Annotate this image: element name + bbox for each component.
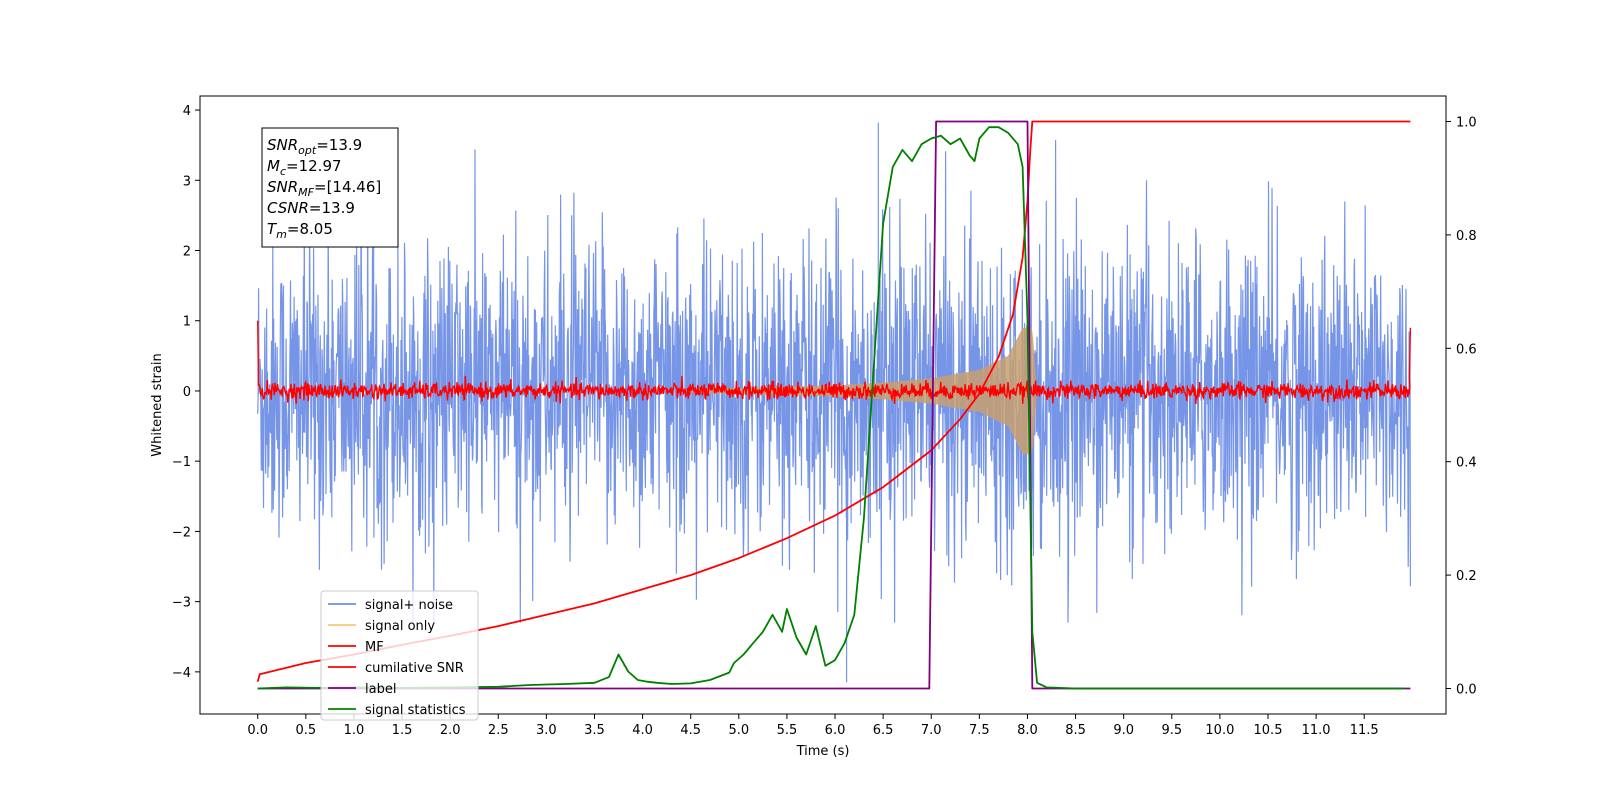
x-tick-label: 10.0	[1205, 723, 1234, 738]
legend-label: signal+ noise	[365, 598, 453, 613]
y-tick-label: −4	[172, 666, 191, 681]
y-axis-label: Whitened strain	[150, 353, 165, 456]
y-tick-label: 4	[183, 104, 191, 119]
x-tick-label: 7.5	[969, 723, 990, 738]
x-tick-label: 1.5	[392, 723, 413, 738]
x-axis: 0.0 0.5 1.0 1.5 2.0 2.5 3.0 3.5 4.0 4.5 5.0 5.5 6.0 6…	[247, 714, 1379, 738]
y2-tick-label: 0.6	[1456, 342, 1477, 357]
y-tick-label: 0	[183, 385, 191, 400]
series-mf	[257, 320, 1412, 405]
x-tick-label: 9.0	[1113, 723, 1134, 738]
legend-frame	[320, 590, 479, 721]
annotation-line: CSNR=13.9	[267, 199, 355, 217]
x-tick-label: 6.0	[825, 723, 846, 738]
x-tick-label: 7.0	[921, 723, 942, 738]
annotation-line: SNRopt=13.9	[267, 136, 362, 157]
x-tick-label: 3.5	[584, 723, 605, 738]
y2-tick-label: 0.2	[1456, 569, 1477, 584]
x-tick-label: 5.0	[728, 723, 749, 738]
x-tick-label: 0.5	[295, 723, 316, 738]
series-signal-statistics	[257, 126, 1405, 690]
annotation-line: SNRMF=[14.46]	[267, 178, 381, 199]
x-tick-label: 4.5	[680, 723, 701, 738]
x-tick-label: 11.0	[1302, 723, 1331, 738]
series-layer	[256, 120, 1412, 690]
y2-tick-label: 0.0	[1456, 682, 1477, 697]
y-tick-label: −3	[172, 596, 191, 611]
legend-label: signal only	[365, 619, 435, 634]
y-tick-label: 3	[183, 174, 191, 189]
y2-tick-label: 0.8	[1456, 229, 1477, 244]
x-tick-label: 1.0	[344, 723, 365, 738]
x-tick-label: 0.0	[247, 723, 268, 738]
legend-label: label	[365, 682, 396, 697]
x-axis-label: Time (s)	[796, 744, 850, 759]
y-tick-label: −1	[172, 455, 191, 470]
legend-label: cumilative SNR	[365, 661, 464, 676]
y-tick-label: 2	[183, 245, 191, 260]
x-tick-label: 3.0	[536, 723, 557, 738]
x-tick-label: 10.5	[1254, 723, 1283, 738]
x-tick-label: 4.0	[632, 723, 653, 738]
y2-tick-label: 1.0	[1456, 116, 1477, 131]
y-axis-right: 0.0 0.2 0.4 0.6 0.8 1.0	[1446, 116, 1477, 697]
y2-tick-label: 0.4	[1456, 456, 1477, 471]
x-tick-label: 6.5	[873, 723, 894, 738]
legend: signal+ noise signal only MF cumilative SNR…	[320, 590, 479, 721]
y-tick-label: −2	[172, 525, 191, 540]
series-signal-noise	[257, 122, 1411, 683]
y-tick-label: 1	[183, 315, 191, 330]
x-tick-label: 5.5	[777, 723, 798, 738]
annotation-line: Tm=8.05	[267, 220, 333, 241]
x-tick-label: 2.5	[488, 723, 509, 738]
plot-frame	[199, 95, 1447, 715]
x-tick-label: 8.5	[1065, 723, 1086, 738]
x-tick-label: 2.0	[440, 723, 461, 738]
legend-label: MF	[365, 640, 384, 655]
x-tick-label: 9.5	[1161, 723, 1182, 738]
annotation-line: Mc=12.97	[267, 157, 342, 178]
legend-label: signal statistics	[365, 703, 466, 718]
annotation-frame	[261, 127, 399, 248]
y-axis-left: −4 −3 −2 −1 0 1 2 3 4	[172, 104, 200, 681]
annotation-box: SNRopt=13.9Mc=12.97SNRMF=[14.46]CSNR=13.…	[261, 127, 399, 248]
x-tick-label: 11.5	[1350, 723, 1379, 738]
x-tick-label: 8.0	[1017, 723, 1038, 738]
